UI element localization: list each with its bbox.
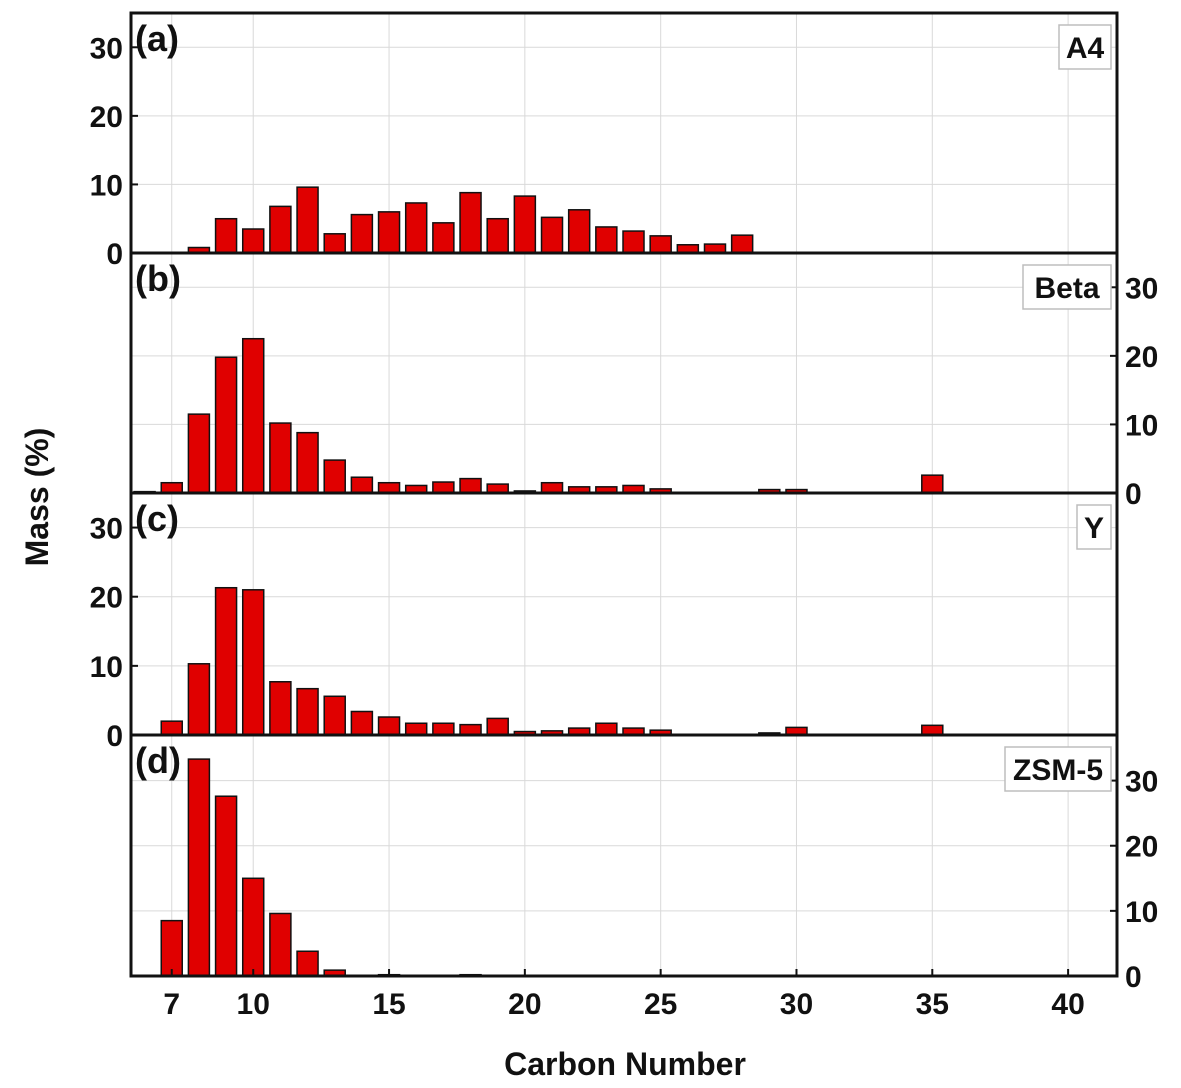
y-tick-label: 10 <box>90 169 123 202</box>
bar <box>540 216 564 254</box>
bar <box>350 710 374 736</box>
bar <box>377 211 401 254</box>
bar <box>730 234 754 254</box>
bar <box>622 230 645 254</box>
bar <box>160 720 183 736</box>
y-tick-label: 30 <box>1125 766 1158 799</box>
bar <box>649 235 672 254</box>
y-tick-label: 30 <box>90 32 123 65</box>
panel-2: 0 10 20 30 (b) Beta <box>129 251 1158 511</box>
bar <box>350 213 374 254</box>
bar <box>296 431 319 494</box>
series-name: A4 <box>1066 32 1105 65</box>
y-tick-label: 0 <box>106 720 123 753</box>
x-tick-label: 20 <box>508 988 541 1021</box>
bar <box>921 474 944 494</box>
bar <box>459 723 482 736</box>
bar <box>595 722 618 736</box>
bar <box>214 217 238 254</box>
bar <box>459 191 482 254</box>
bar <box>540 481 564 494</box>
x-tick-label: 30 <box>780 988 813 1021</box>
bar <box>323 233 346 254</box>
y-tick-label: 0 <box>1125 961 1142 994</box>
panel-letter: (b) <box>135 258 181 299</box>
bar <box>350 476 374 494</box>
bar <box>296 687 319 736</box>
bar <box>160 481 183 494</box>
bar <box>567 209 591 254</box>
bar <box>486 717 509 736</box>
x-tick-label: 10 <box>237 988 270 1021</box>
panel-1: 0 10 20 30 (a) A4 <box>90 11 1119 271</box>
bar <box>269 681 292 736</box>
bar <box>214 356 238 494</box>
bar <box>432 722 455 736</box>
bar <box>513 195 537 254</box>
y-tick-label: 10 <box>90 651 123 684</box>
y-tick-label: 20 <box>1125 341 1158 374</box>
y-tick-label: 20 <box>90 101 123 134</box>
x-tick-label: 40 <box>1051 988 1084 1021</box>
panel-frame <box>129 733 1119 978</box>
y-tick-label: 0 <box>1125 478 1142 511</box>
x-tick-label: 25 <box>644 988 677 1021</box>
bar <box>187 663 211 736</box>
bar <box>323 459 346 494</box>
panel-letter: (c) <box>135 498 179 539</box>
legend-box <box>1022 264 1112 310</box>
series-name: Y <box>1084 512 1104 545</box>
bar <box>269 205 292 254</box>
series-name: ZSM-5 <box>1013 754 1103 787</box>
legend-box <box>1076 504 1112 550</box>
bar <box>377 716 401 736</box>
panel-letter: (d) <box>135 740 181 781</box>
bar <box>269 912 292 977</box>
series-name: Beta <box>1034 272 1099 305</box>
panel-letter: (a) <box>135 18 179 59</box>
bar <box>404 722 428 736</box>
y-tick-label: 10 <box>1125 409 1158 442</box>
bar <box>241 589 265 736</box>
bar <box>160 919 183 977</box>
bar <box>214 795 238 977</box>
bar <box>241 337 265 494</box>
y-tick-label: 0 <box>106 238 123 271</box>
bar <box>432 481 455 494</box>
x-tick-label: 7 <box>163 988 180 1021</box>
y-tick-label: 20 <box>90 582 123 615</box>
bar <box>241 877 265 977</box>
bar <box>432 222 455 254</box>
x-tick-label: 35 <box>916 988 949 1021</box>
legend-box <box>1058 24 1112 70</box>
bar <box>404 202 428 254</box>
bar <box>187 413 211 494</box>
panel-4: 0 10 20 30 (d) ZSM-5 7 10 15 20 25 30 35 40 <box>129 733 1158 1021</box>
bar <box>486 217 509 254</box>
legend-box <box>1004 746 1112 792</box>
y-tick-label: 30 <box>1125 272 1158 305</box>
bar <box>269 422 292 494</box>
panel-3: 0 10 20 30 (c) Y <box>90 491 1119 753</box>
bar <box>595 226 618 254</box>
x-tick-label: 15 <box>372 988 405 1021</box>
bar <box>296 186 319 254</box>
bar <box>377 481 401 494</box>
y-tick-label: 10 <box>1125 896 1158 929</box>
bar <box>214 586 238 736</box>
y-axis-title: Mass (%) <box>19 428 55 567</box>
bar <box>323 695 346 736</box>
x-axis-title: Carbon Number <box>504 1046 746 1082</box>
bar <box>296 950 319 977</box>
y-tick-label: 20 <box>1125 831 1158 864</box>
bar <box>187 758 211 977</box>
bar <box>241 228 265 254</box>
y-tick-label: 30 <box>90 513 123 546</box>
bar <box>459 477 482 494</box>
